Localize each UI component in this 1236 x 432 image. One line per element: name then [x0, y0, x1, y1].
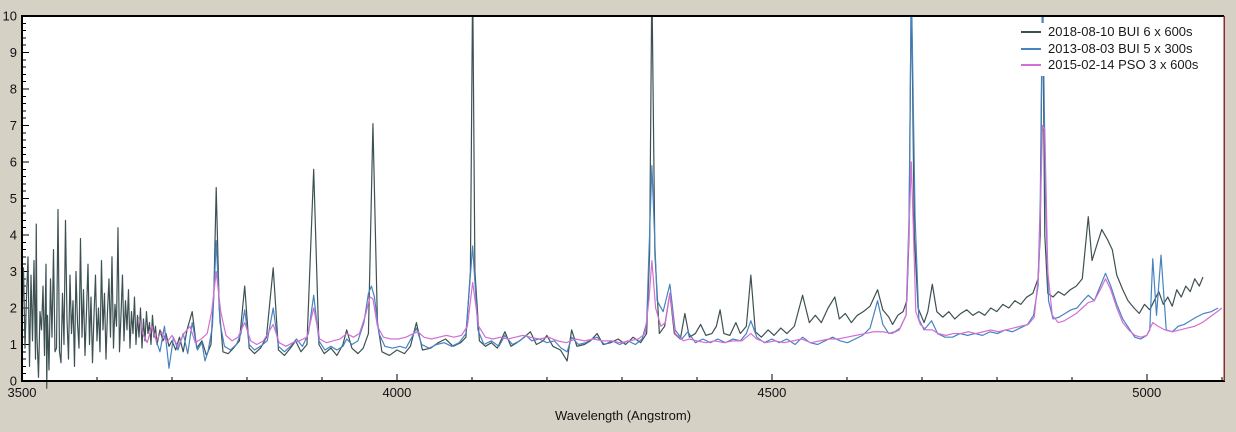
x-tick-label: 3500 [8, 385, 37, 400]
legend-item-1: 2013-08-03 BUI 5 x 300s [1021, 41, 1198, 58]
y-tick-label: 9 [10, 45, 17, 60]
series-line-2 [138, 124, 1223, 347]
y-tick-label: 6 [10, 155, 17, 170]
y-tick-label: 10 [3, 9, 17, 24]
x-tick-label: 5000 [1132, 385, 1161, 400]
legend-swatch-line [1021, 47, 1041, 50]
y-tick-label: 7 [10, 118, 17, 133]
legend-label: 2013-08-03 BUI 5 x 300s [1048, 40, 1193, 56]
legend-label: 2018-08-10 BUI 6 x 600s [1048, 24, 1193, 39]
legend-label: 2015-02-14 PSO 3 x 600s [1048, 57, 1199, 72]
y-tick-label: 3 [10, 264, 17, 279]
legend-item-0: 2018-08-10 BUI 6 x 600s [1021, 24, 1198, 41]
axis-labels: 3500 4000 4500 5000 0 1 2 3 4 5 6 7 8 9 10 [3, 9, 1162, 401]
y-tick-label: 5 [10, 191, 17, 206]
y-tick-label: 2 [10, 301, 17, 316]
axis-spines [21, 15, 1225, 382]
legend-swatch-line [1021, 64, 1041, 67]
x-tick-label: 4500 [757, 385, 786, 400]
legend: 2018-08-10 BUI 6 x 600s 2013-08-03 BUI 5 … [1019, 23, 1203, 76]
y-tick-label: 4 [10, 228, 17, 243]
y-tick-label: 0 [10, 374, 17, 389]
series-lines [22, 16, 1223, 389]
y-tick-label: 1 [10, 337, 17, 352]
legend-swatch-line [1021, 31, 1041, 34]
series-line-1 [155, 16, 1219, 369]
y-tick-label: 8 [10, 82, 17, 97]
x-axis-title: Wavelength (Angstrom) [555, 408, 691, 423]
legend-item-2: 2015-02-14 PSO 3 x 600s [1021, 57, 1198, 74]
x-tick-label: 4000 [382, 385, 411, 400]
